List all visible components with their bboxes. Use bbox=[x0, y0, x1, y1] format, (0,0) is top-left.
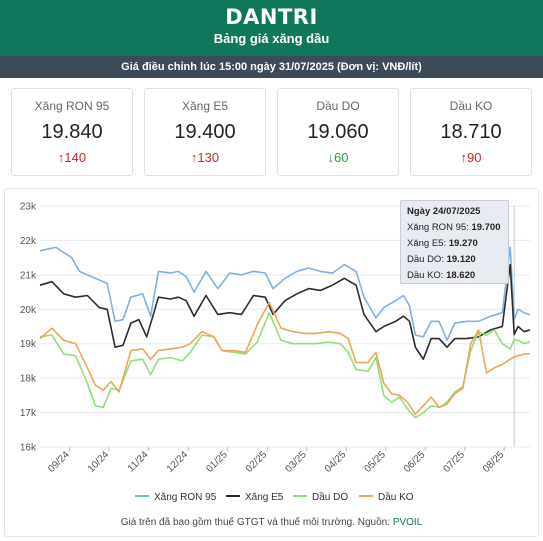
legend-swatch bbox=[359, 495, 373, 498]
tooltip-value: 19.120 bbox=[446, 254, 476, 265]
legend-swatch bbox=[135, 495, 149, 498]
update-info-bar: Giá điều chỉnh lúc 15:00 ngày 31/07/2025… bbox=[0, 56, 543, 78]
tooltip-label: Xăng E5: bbox=[407, 238, 447, 249]
price-card-ko: Dầu KO 18.710 ↑90 bbox=[410, 88, 532, 176]
card-price-value: 18.710 bbox=[440, 121, 502, 143]
legend-item-ron95[interactable]: Xăng RON 95 bbox=[135, 491, 216, 505]
card-change-amount: 60 bbox=[334, 150, 349, 165]
card-price-value: 19.060 bbox=[307, 121, 369, 143]
legend-label: Dầu KO bbox=[378, 492, 414, 503]
source-link[interactable]: PVOIL bbox=[392, 517, 423, 528]
header-banner: DANTRI Bảng giá xăng dầu bbox=[0, 0, 543, 56]
y-tick-label: 21k bbox=[20, 270, 37, 281]
arrow-down-icon: ↓ bbox=[327, 150, 335, 165]
card-fuel-name: Dầu DO bbox=[316, 99, 360, 113]
series-line bbox=[39, 263, 531, 360]
y-tick-label: 17k bbox=[20, 408, 37, 419]
tooltip-value: 19.700 bbox=[471, 222, 501, 233]
card-change-amount: 140 bbox=[64, 150, 87, 165]
card-price-change: ↑130 bbox=[145, 150, 265, 165]
card-price-change: ↑90 bbox=[411, 150, 531, 165]
x-tick-label: 05/25 bbox=[362, 449, 388, 475]
y-tick-label: 23k bbox=[20, 202, 37, 213]
card-fuel-name: Xăng RON 95 bbox=[34, 99, 110, 113]
source-note: Giá trên đã bao gồm thuế GTGT và thuế mô… bbox=[0, 517, 543, 528]
card-change-amount: 90 bbox=[467, 150, 482, 165]
tooltip-row: Dầu DO: 19.120 bbox=[407, 252, 502, 268]
price-card-ron95: Xăng RON 95 19.840 ↑140 bbox=[11, 88, 133, 176]
y-tick-label: 20k bbox=[20, 305, 37, 316]
legend-swatch bbox=[226, 495, 240, 498]
tooltip-row: Xăng E5: 19.270 bbox=[407, 236, 502, 252]
card-change-amount: 130 bbox=[197, 150, 220, 165]
x-tick-label: 06/25 bbox=[402, 449, 428, 475]
arrow-up-icon: ↑ bbox=[460, 150, 468, 165]
legend-label: Dầu DO bbox=[312, 492, 349, 503]
tooltip-value: 18.620 bbox=[446, 270, 476, 281]
legend-swatch bbox=[293, 495, 307, 498]
card-price-value: 19.840 bbox=[41, 121, 103, 143]
price-card-do: Dầu DO 19.060 ↓60 bbox=[277, 88, 399, 176]
dantri-logo[interactable]: DANTRI bbox=[225, 5, 318, 29]
tooltip-row: Dầu KO: 18.620 bbox=[407, 268, 502, 284]
price-card-e5: Xăng E5 19.400 ↑130 bbox=[144, 88, 266, 176]
arrow-up-icon: ↑ bbox=[190, 150, 198, 165]
y-tick-label: 22k bbox=[20, 236, 37, 247]
x-tick-label: 02/25 bbox=[244, 449, 270, 475]
card-price-value: 19.400 bbox=[174, 121, 236, 143]
x-tick-label: 03/25 bbox=[283, 449, 309, 475]
card-fuel-name: Dầu KO bbox=[449, 99, 493, 113]
x-tick-label: 01/25 bbox=[204, 449, 230, 475]
tooltip-label: Dầu DO: bbox=[407, 254, 444, 265]
card-price-change: ↑140 bbox=[12, 150, 132, 165]
page-title: Bảng giá xăng dầu bbox=[213, 31, 330, 46]
source-note-text: Giá trên đã bao gồm thuế GTGT và thuế mô… bbox=[120, 517, 393, 528]
x-tick-label: 04/25 bbox=[323, 449, 349, 475]
card-fuel-name: Xăng E5 bbox=[181, 99, 229, 113]
tooltip-row: Xăng RON 95: 19.700 bbox=[407, 220, 502, 236]
x-tick-label: 11/24 bbox=[126, 449, 151, 474]
series-line bbox=[39, 301, 531, 416]
x-tick-label: 08/25 bbox=[481, 449, 507, 475]
chart-panel bbox=[4, 188, 539, 537]
legend-item-ko[interactable]: Dầu KO bbox=[359, 491, 414, 505]
y-tick-label: 19k bbox=[20, 339, 37, 350]
tooltip-date: Ngày 24/07/2025 bbox=[407, 206, 481, 217]
x-tick-label: 10/24 bbox=[86, 449, 112, 475]
y-tick-label: 16k bbox=[20, 443, 37, 454]
legend-label: Xăng E5 bbox=[245, 492, 284, 503]
tooltip-label: Dầu KO: bbox=[407, 270, 444, 281]
y-tick-label: 18k bbox=[20, 374, 37, 385]
x-tick-label: 07/25 bbox=[441, 449, 467, 475]
x-tick-label: 09/24 bbox=[46, 449, 72, 475]
series-line bbox=[39, 311, 531, 419]
chart-tooltip: Ngày 24/07/2025 Xăng RON 95: 19.700 Xăng… bbox=[400, 200, 509, 284]
arrow-up-icon: ↑ bbox=[57, 150, 65, 165]
x-tick-label: 12/24 bbox=[165, 449, 191, 475]
card-price-change: ↓60 bbox=[278, 150, 398, 165]
tooltip-label: Xăng RON 95: bbox=[407, 222, 469, 233]
legend-item-e5[interactable]: Xăng E5 bbox=[226, 491, 283, 505]
legend-label: Xăng RON 95 bbox=[154, 492, 217, 503]
legend-item-do[interactable]: Dầu DO bbox=[293, 491, 348, 505]
tooltip-value: 19.270 bbox=[448, 238, 478, 249]
series-line bbox=[39, 246, 531, 342]
